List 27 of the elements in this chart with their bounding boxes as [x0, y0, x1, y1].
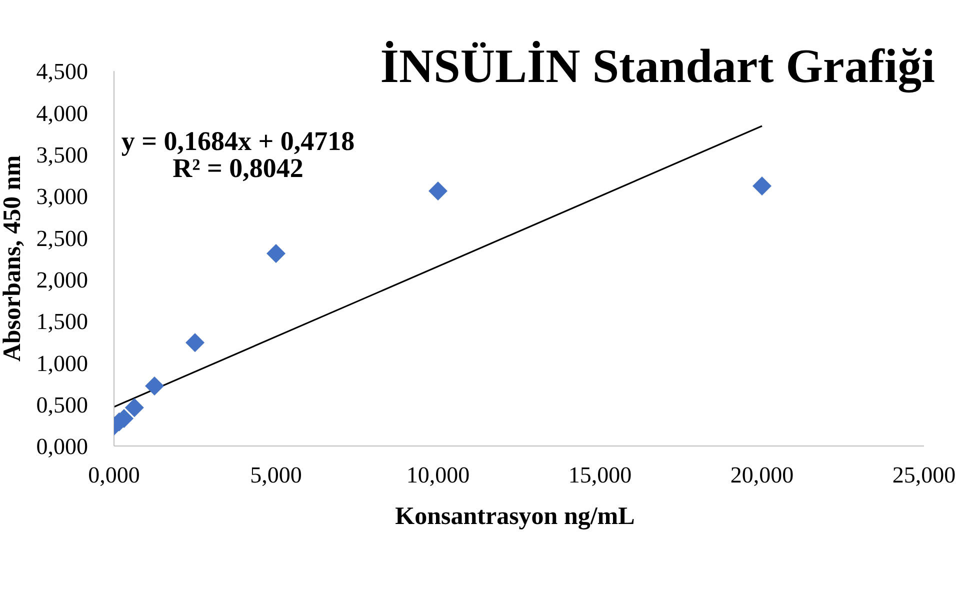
- y-tick-label: 3,000: [36, 184, 88, 210]
- y-tick-label: 2,500: [36, 226, 88, 251]
- x-tick-label: 20,000: [730, 462, 794, 488]
- x-tick-label: 25,000: [892, 462, 956, 488]
- annotation: R² = 0,8042: [172, 153, 304, 183]
- x-axis-title: Konsantrasyon ng/mL: [395, 503, 635, 530]
- y-tick-label: 1,500: [36, 309, 88, 334]
- y-tick-label: 1,000: [36, 350, 88, 376]
- point: [266, 244, 286, 263]
- x-tick-label: 10,000: [406, 462, 470, 488]
- y-tick-label: 0,500: [36, 392, 88, 418]
- point: [124, 398, 144, 418]
- y-tick-label: 2,000: [36, 268, 88, 292]
- point: [752, 176, 772, 196]
- point: [186, 333, 204, 352]
- point: [145, 376, 164, 396]
- annotation: y = 0,1684x + 0,4718: [121, 126, 355, 156]
- x-tick-label: 0,000: [88, 462, 140, 488]
- y-tick-label: 0,000: [36, 434, 88, 460]
- x-tick-label: 15,000: [568, 462, 632, 488]
- y-tick-label: 3,500: [36, 142, 88, 168]
- y-tick-label: 4,500: [36, 59, 88, 84]
- chart-title: İNSÜLİN Standart Grafiği: [380, 40, 935, 93]
- y-tick-label: 4,000: [36, 100, 88, 126]
- point: [428, 182, 448, 200]
- y-axis-title: Absorbans, 450 nm: [0, 155, 26, 362]
- x-tick-label: 5,000: [250, 462, 302, 488]
